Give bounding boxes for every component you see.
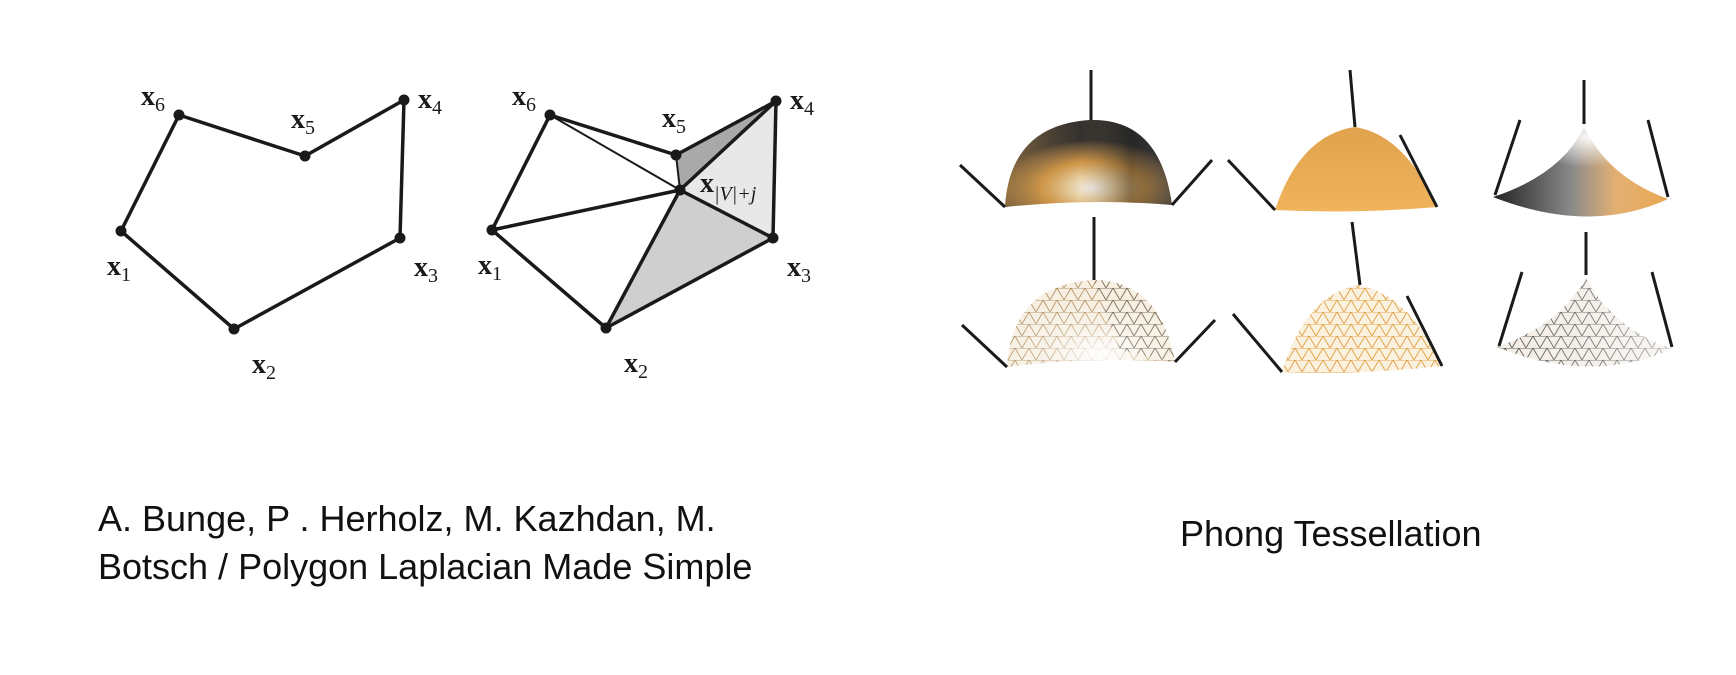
virtual-vertex-dot xyxy=(674,184,686,196)
surface-shaded-3 xyxy=(1493,80,1670,217)
vertex-label-x1: x1 xyxy=(478,250,502,285)
polygon-boundary xyxy=(119,98,406,331)
polygon-outline-diagram: x1 x2 x3 x4 x5 x6 xyxy=(107,81,442,384)
vertex-label-x2: x2 xyxy=(252,349,276,384)
triangulation-edge xyxy=(675,154,681,191)
citation-line-2: Botsch / Polygon Laplacian Made Simple xyxy=(98,546,753,587)
triangulation-edge xyxy=(604,189,682,329)
vertex-dot xyxy=(398,94,410,106)
surface-mesh-2 xyxy=(1231,221,1444,373)
vertex-label-x6: x6 xyxy=(512,81,536,116)
vertex-dot xyxy=(600,322,612,334)
phong-surfaces xyxy=(958,69,1674,373)
surface-mesh-3 xyxy=(1497,232,1674,367)
vertex-label-x5: x5 xyxy=(662,103,686,138)
vertex-label-x6: x6 xyxy=(141,81,165,116)
vertex-dot xyxy=(115,225,127,237)
vertex-dot xyxy=(394,232,406,244)
triangulation-edge xyxy=(679,188,774,240)
vertex-dot xyxy=(228,323,240,335)
vertex-label-x4: x4 xyxy=(790,85,814,120)
vertex-label-x1: x1 xyxy=(107,251,131,286)
surface-mesh-1 xyxy=(960,217,1217,369)
triangle-x2-x3 xyxy=(606,190,773,328)
vertex-dot xyxy=(544,109,556,121)
vertex-label-x4: x4 xyxy=(418,84,442,119)
vertex-dot xyxy=(770,95,782,107)
vertex-dot xyxy=(670,149,682,161)
triangle-x3-x4 xyxy=(680,101,776,238)
vertex-label-x5: x5 xyxy=(291,104,315,139)
vertex-label-x3: x3 xyxy=(787,252,811,287)
triangulation-edge xyxy=(491,188,681,232)
triangulation-edge xyxy=(678,99,778,192)
vertex-dot xyxy=(299,150,311,162)
vertex-dot xyxy=(767,232,779,244)
phong-caption: Phong Tessellation xyxy=(1180,513,1482,554)
vertex-dot xyxy=(486,224,498,236)
surface-shaded-1 xyxy=(958,70,1214,209)
surface-shaded-2 xyxy=(1226,69,1439,212)
vertex-label-x2: x2 xyxy=(624,348,648,383)
triangulation-edge xyxy=(549,114,681,191)
citation-line-1: A. Bunge, P . Herholz, M. Kazhdan, M. xyxy=(98,498,716,539)
citation-caption: A. Bunge, P . Herholz, M. Kazhdan, M. Bo… xyxy=(98,495,858,591)
vertex-label-x3: x3 xyxy=(414,252,438,287)
vertex-dot xyxy=(173,109,185,121)
